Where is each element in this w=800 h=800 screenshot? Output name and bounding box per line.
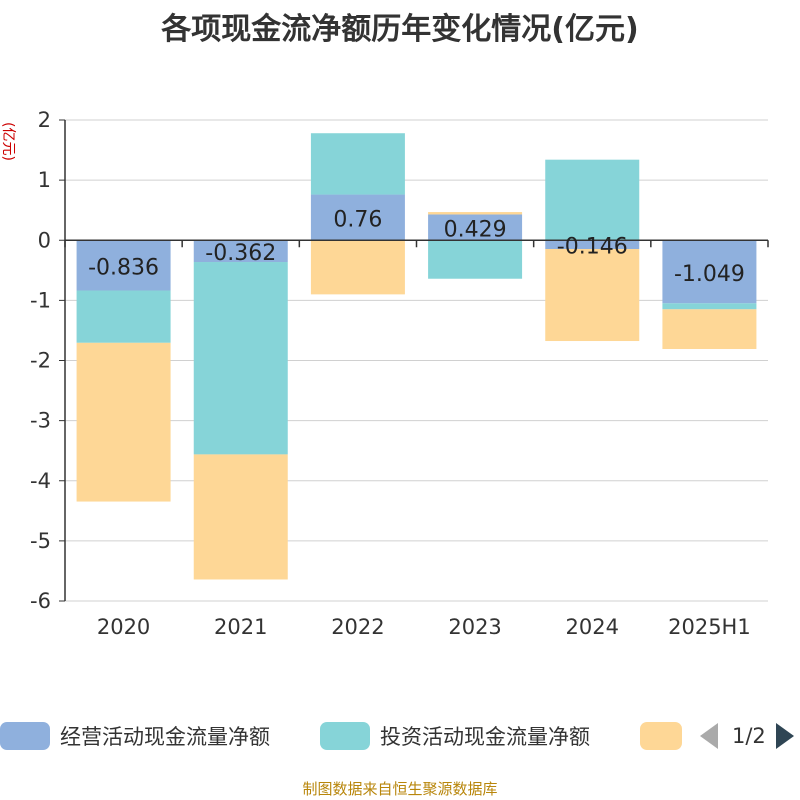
x-tick-label: 2023	[448, 615, 501, 639]
bar-2020-series-1[interactable]	[76, 290, 171, 343]
y-tick-label: -4	[30, 469, 51, 493]
bar-2022-series-1[interactable]	[310, 133, 405, 195]
bar-2020-series-0[interactable]	[76, 240, 171, 291]
bar-2021-series-2[interactable]	[193, 454, 288, 580]
bar-2025H1-series-1[interactable]	[662, 303, 757, 310]
bars	[76, 133, 757, 580]
y-tick-label: -6	[30, 589, 51, 613]
legend-pager: 1/2	[700, 716, 794, 756]
legend-swatch-third	[640, 722, 682, 750]
legend-item-third[interactable]	[640, 716, 692, 756]
bar-2023-series-2[interactable]	[428, 212, 523, 215]
axes: 2 1 0 -1 -2 -3 -4 -5 -6 2020 2021 2022 2023 2024 2025H…	[30, 108, 769, 639]
bar-2023-series-0[interactable]	[428, 214, 523, 241]
legend-label-operating: 经营活动现金流量净额	[60, 725, 270, 749]
x-tick-label: 2020	[97, 615, 150, 639]
legend-item-investing[interactable]: 投资活动现金流量净额	[320, 716, 590, 756]
y-axis-label: (亿元)	[0, 122, 16, 161]
bar-2021-series-1[interactable]	[193, 262, 288, 455]
data-label-2024: -0.146	[557, 235, 628, 260]
y-tick-label: 0	[38, 228, 51, 252]
legend-label-investing: 投资活动现金流量净额	[380, 725, 590, 749]
data-label-2022: 0.76	[333, 207, 382, 232]
legend-swatch-investing	[320, 722, 370, 750]
y-tick-label: -1	[30, 288, 51, 312]
bar-2021-series-0[interactable]	[193, 240, 288, 263]
data-label-2023: 0.429	[444, 217, 507, 242]
data-labels: -0.836 -0.362 0.76 0.429 -0.146 -1.049	[88, 207, 745, 286]
legend: 经营活动现金流量净额 投资活动现金流量净额 1/2	[0, 716, 800, 756]
legend-next-icon[interactable]	[775, 723, 794, 749]
bar-2025H1-series-2[interactable]	[662, 309, 757, 350]
legend-page-indicator: 1/2	[732, 724, 766, 748]
bar-2022-series-2[interactable]	[310, 240, 405, 295]
y-tick-label: -5	[30, 529, 51, 553]
bar-2024-series-0[interactable]	[545, 240, 640, 250]
bar-2022-series-0[interactable]	[310, 194, 405, 241]
bar-2025H1-series-0[interactable]	[662, 240, 757, 304]
bar-2023-series-1[interactable]	[428, 240, 523, 279]
chart-title: 各项现金流净额历年变化情况(亿元)	[161, 12, 639, 47]
legend-swatch-operating	[0, 722, 50, 750]
y-tick-label: -2	[30, 349, 51, 373]
data-label-2025H1: -1.049	[674, 262, 745, 287]
y-tick-label: 2	[38, 108, 51, 132]
bar-2020-series-2[interactable]	[76, 342, 171, 502]
y-tick-label: 1	[38, 168, 51, 192]
data-label-2020: -0.836	[88, 255, 159, 280]
data-label-2021: -0.362	[205, 241, 276, 266]
x-tick-label: 2021	[214, 615, 267, 639]
source-note: 制图数据来自恒生聚源数据库	[302, 780, 498, 798]
y-tick-label: -3	[30, 409, 51, 433]
legend-prev-icon[interactable]	[700, 723, 718, 749]
bar-2024-series-2[interactable]	[545, 249, 640, 342]
x-tick-label: 2022	[331, 615, 384, 639]
legend-item-operating[interactable]: 经营活动现金流量净额	[0, 716, 270, 756]
x-tick-label: 2025H1	[668, 615, 751, 639]
x-tick-label: 2024	[566, 615, 619, 639]
bar-2024-series-1[interactable]	[545, 159, 640, 241]
